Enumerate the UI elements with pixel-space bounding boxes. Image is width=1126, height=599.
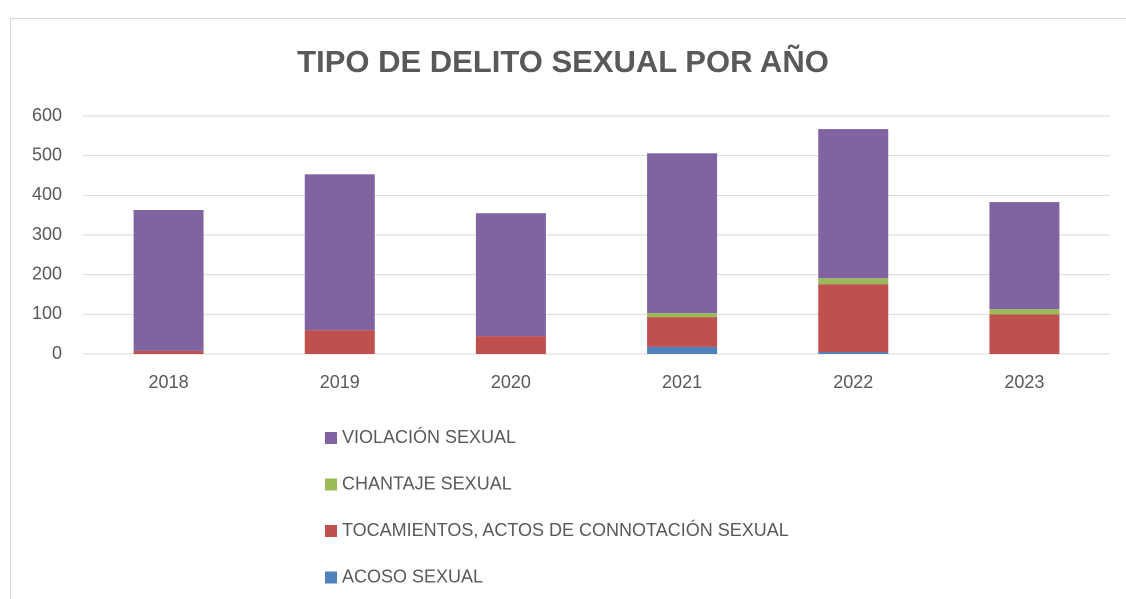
legend-label: ACOSO SEXUAL: [342, 566, 483, 586]
legend-swatch: [325, 571, 337, 584]
y-tick-label: 600: [32, 105, 62, 125]
legend-label: TOCAMIENTOS, ACTOS DE CONNOTACIÓN SEXUAL: [342, 519, 789, 540]
x-tick-label: 2023: [1004, 372, 1044, 392]
bar-segment: [818, 352, 889, 354]
bar-segment: [647, 153, 718, 314]
chart-title: TIPO DE DELITO SEXUAL POR AÑO: [297, 44, 829, 79]
bar-segment: [647, 313, 718, 318]
y-tick-label: 300: [32, 224, 62, 244]
x-tick-label: 2018: [149, 372, 189, 392]
bar-segment: [475, 213, 546, 337]
y-tick-label: 100: [32, 303, 62, 323]
bar-segment: [818, 284, 889, 353]
legend-swatch: [325, 525, 337, 537]
legend-label: VIOLACIÓN SEXUAL: [342, 426, 516, 447]
bar-segment: [818, 278, 889, 285]
bar-segment: [133, 210, 204, 351]
bar-segment: [133, 350, 204, 354]
x-tick-label: 2019: [320, 372, 360, 392]
bar-segment: [989, 314, 1060, 354]
x-tick-label: 2021: [662, 372, 702, 392]
bar-segment: [304, 330, 375, 354]
legend-swatch: [325, 432, 337, 444]
legend-label: CHANTAJE SEXUAL: [342, 473, 512, 493]
bar-segment: [989, 202, 1060, 310]
y-tick-label: 0: [52, 343, 62, 363]
bar-segment: [647, 346, 718, 354]
bar-segment: [989, 309, 1060, 315]
bar-segment: [647, 317, 718, 347]
legend-swatch: [325, 478, 337, 491]
y-tick-label: 500: [32, 144, 62, 164]
x-tick-label: 2022: [833, 372, 873, 392]
bar-segment: [475, 336, 546, 354]
bar-segment: [304, 174, 375, 331]
x-tick-label: 2020: [491, 372, 531, 392]
y-tick-label: 400: [32, 184, 62, 204]
bar-segment: [818, 129, 889, 279]
y-tick-label: 200: [32, 263, 62, 283]
